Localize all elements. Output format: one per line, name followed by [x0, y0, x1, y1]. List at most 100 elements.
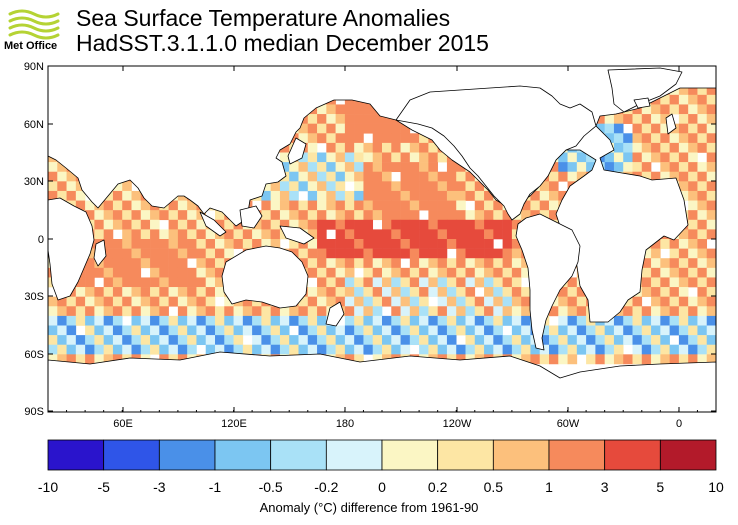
anomaly-cell — [215, 325, 225, 336]
anomaly-cell — [196, 335, 207, 346]
continent-africa-south — [48, 197, 95, 301]
anomaly-cell — [298, 123, 309, 134]
anomaly-cell — [400, 142, 411, 153]
anomaly-cell — [382, 123, 392, 134]
anomaly-cell — [465, 229, 476, 240]
anomaly-cell — [391, 315, 401, 326]
anomaly-cell — [187, 229, 197, 240]
anomaly-cell — [150, 267, 160, 278]
anomaly-cell — [706, 344, 716, 355]
map-title: Sea Surface Temperature Anomalies HadSST… — [76, 6, 489, 56]
anomaly-cell — [465, 239, 476, 249]
anomaly-cell — [326, 267, 336, 278]
anomaly-cell — [326, 287, 336, 297]
anomaly-cell — [75, 315, 86, 326]
anomaly-cell — [678, 114, 689, 124]
anomaly-cell — [215, 335, 225, 346]
sst-anomaly-map: 90N 60N 30N 0 30S 60S 90S 60E 120E 180 120W 60W 0 — [24, 61, 717, 430]
island-madagascar — [93, 239, 107, 267]
anomaly-cell — [307, 210, 318, 221]
anomaly-cell — [48, 190, 58, 201]
anomaly-cell — [270, 335, 281, 346]
continent-greenland — [607, 67, 683, 113]
anomaly-cell — [409, 296, 420, 307]
anomaly-cell — [298, 133, 309, 144]
anomaly-cell — [669, 306, 680, 317]
anomaly-cell — [419, 200, 429, 211]
anomaly-cell — [539, 190, 550, 201]
anomaly-cell — [363, 162, 374, 173]
anomaly-cell — [335, 344, 346, 355]
anomaly-cell — [576, 315, 587, 326]
anomaly-cell — [651, 133, 661, 144]
anomaly-cell — [437, 200, 448, 211]
anomaly-cell — [131, 229, 142, 240]
anomaly-cell — [567, 296, 578, 307]
anomaly-cell — [641, 306, 652, 317]
anomaly-cell — [233, 239, 244, 249]
anomaly-cell — [261, 210, 271, 221]
anomaly-cell — [688, 248, 698, 259]
anomaly-cell — [706, 210, 716, 221]
anomaly-cell — [270, 325, 281, 336]
anomaly-cell — [196, 258, 207, 269]
anomaly-cell — [400, 344, 411, 355]
anomaly-cell — [372, 306, 383, 317]
anomaly-cell — [205, 277, 216, 288]
anomaly-cell — [502, 219, 513, 230]
anomaly-cell — [604, 335, 615, 346]
anomaly-cell — [372, 114, 383, 124]
anomaly-cell — [215, 306, 225, 317]
anomaly-cell — [428, 152, 438, 163]
anomaly-cell — [215, 315, 225, 326]
anomaly-cell — [428, 267, 438, 278]
anomaly-cell — [521, 296, 531, 307]
anomaly-cell — [75, 354, 86, 365]
anomaly-cell — [335, 200, 346, 211]
anomaly-cell — [511, 248, 522, 259]
anomaly-cell — [205, 248, 216, 259]
anomaly-cell — [697, 114, 708, 124]
anomaly-cell — [298, 335, 309, 346]
anomaly-cell — [66, 306, 77, 317]
anomaly-cell — [558, 306, 568, 317]
anomaly-cell — [641, 142, 652, 153]
anomaly-cell — [363, 229, 374, 240]
anomaly-cell — [437, 248, 448, 259]
anomaly-cell — [354, 287, 364, 297]
anomaly-cell — [289, 181, 299, 192]
anomaly-cell — [641, 104, 652, 115]
anomaly-cell — [168, 239, 179, 249]
anomaly-cell — [252, 229, 262, 240]
anomaly-cell — [150, 306, 160, 317]
anomaly-cell — [307, 239, 318, 249]
anomaly-cell — [112, 325, 123, 336]
anomaly-cell — [57, 181, 67, 192]
anomaly-cell — [344, 287, 355, 297]
anomaly-cell — [363, 335, 374, 346]
anomaly-cell — [678, 258, 689, 269]
anomaly-cell — [511, 258, 522, 269]
anomaly-cell — [706, 229, 716, 240]
anomaly-cell — [651, 104, 661, 115]
anomaly-cell — [122, 181, 132, 192]
anomaly-cell — [437, 219, 448, 230]
anomaly-cell — [140, 296, 151, 307]
anomaly-cell — [270, 239, 281, 249]
anomaly-cell — [400, 133, 411, 144]
anomaly-cell — [493, 219, 503, 230]
anomaly-cell — [103, 200, 114, 211]
anomaly-cell — [409, 287, 420, 297]
anomaly-cell — [437, 277, 448, 288]
anomaly-cell — [363, 190, 374, 201]
anomaly-cell — [706, 354, 716, 365]
anomaly-cell — [595, 335, 605, 346]
anomaly-cell — [576, 344, 587, 355]
anomaly-cell — [344, 306, 355, 317]
anomaly-cell — [289, 200, 299, 211]
anomaly-cell — [382, 277, 392, 288]
anomaly-cell — [641, 344, 652, 355]
anomaly-cell — [604, 162, 615, 173]
anomaly-cell — [558, 162, 568, 173]
anomaly-cell — [400, 239, 411, 249]
